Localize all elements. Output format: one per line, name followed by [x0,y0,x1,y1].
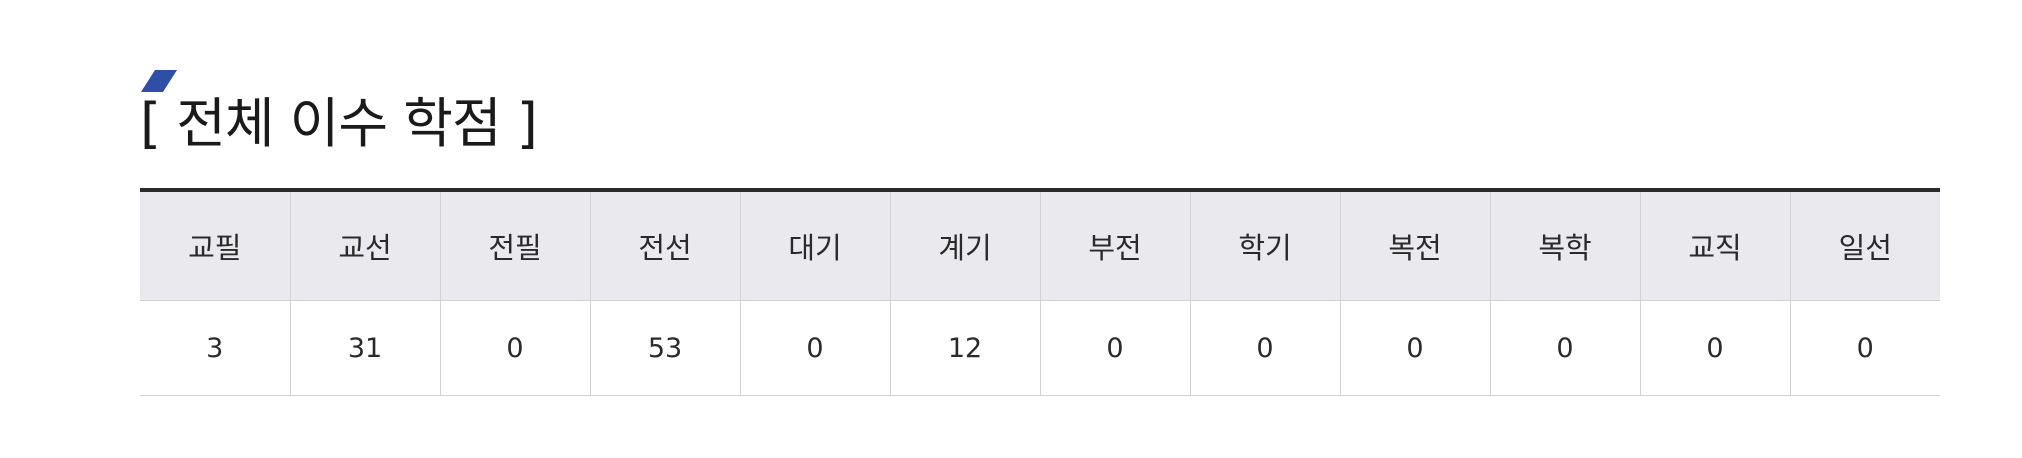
table-cell: 0 [739,300,891,396]
table-row: 3 31 0 53 0 12 0 0 0 0 0 0 [140,300,1940,396]
column-header: 부전 [1039,190,1191,301]
table-cell: 0 [1489,300,1641,396]
table-header-row: 교필 교선 전필 전선 대기 계기 부전 학기 복전 복학 교직 일선 [140,190,1940,301]
table-cell: 12 [889,300,1041,396]
column-header: 교필 [140,190,291,301]
column-header: 복학 [1489,190,1641,301]
column-header: 교직 [1639,190,1791,301]
column-header: 일선 [1789,190,1940,301]
credits-table: 교필 교선 전필 전선 대기 계기 부전 학기 복전 복학 교직 일선 3 31… [140,188,1940,396]
table-cell: 0 [1789,300,1940,396]
column-header: 전필 [439,190,591,301]
column-header: 복전 [1339,190,1491,301]
column-header: 전선 [589,190,741,301]
table-cell: 0 [1189,300,1341,396]
table-cell: 0 [1339,300,1491,396]
column-header: 대기 [739,190,891,301]
table-cell: 0 [439,300,591,396]
column-header: 계기 [889,190,1041,301]
table-cell: 53 [589,300,741,396]
table-cell: 3 [140,300,291,396]
column-header: 교선 [289,190,441,301]
column-header: 학기 [1189,190,1341,301]
section-title: [ 전체 이수 학점 ] [140,92,538,155]
table-cell: 0 [1639,300,1791,396]
table-cell: 31 [289,300,441,396]
table-cell: 0 [1039,300,1191,396]
title-accent-icon [141,70,177,92]
